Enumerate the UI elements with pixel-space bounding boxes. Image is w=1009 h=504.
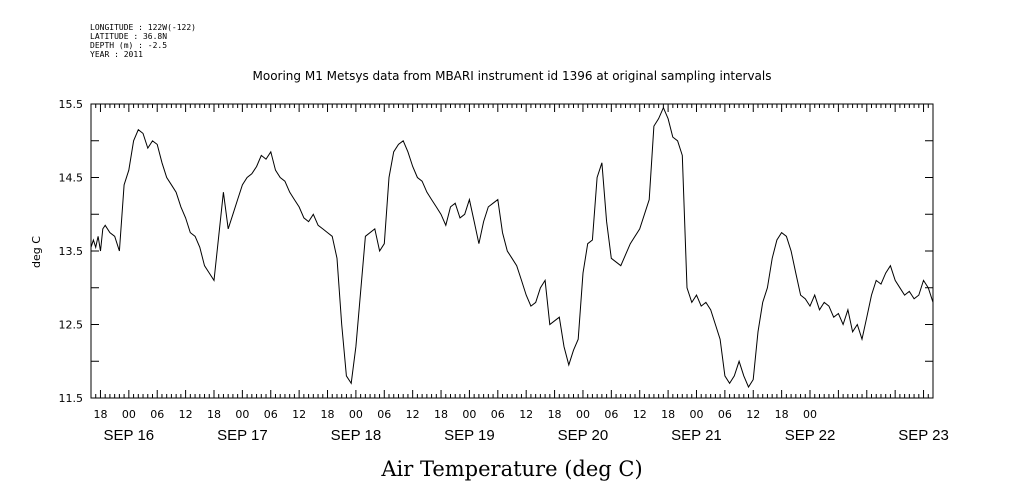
x-tick-label: 00 xyxy=(576,408,590,421)
x-tick-label: 06 xyxy=(264,408,278,421)
x-tick-label: 12 xyxy=(406,408,420,421)
x-tick-label: 12 xyxy=(179,408,193,421)
header-depth: DEPTH (m) : -2.5 xyxy=(90,41,168,50)
x-tick-label: 00 xyxy=(122,408,136,421)
chart-title: Mooring M1 Metsys data from MBARI instru… xyxy=(253,69,772,83)
x-tick-label: 12 xyxy=(519,408,533,421)
x-tick-label: 00 xyxy=(803,408,817,421)
x-tick-label: 06 xyxy=(150,408,164,421)
x-tick-label: 18 xyxy=(434,408,448,421)
x-tick-label: 12 xyxy=(746,408,760,421)
y-tick-label: 15.5 xyxy=(59,98,84,111)
x-tick-label: 06 xyxy=(718,408,732,421)
x-date-label: SEP 18 xyxy=(331,427,382,444)
x-tick-label: 00 xyxy=(462,408,476,421)
x-date-label: SEP 19 xyxy=(444,427,495,444)
header-latitude: LATITUDE : 36.8N xyxy=(90,32,168,41)
x-date-label: SEP 20 xyxy=(558,427,609,444)
header-longitude: LONGITUDE : 122W(-122) xyxy=(90,23,196,32)
x-tick-label: 18 xyxy=(548,408,562,421)
x-tick-label: 18 xyxy=(93,408,107,421)
x-date-label: SEP 17 xyxy=(217,427,268,444)
x-date-label: SEP 23 xyxy=(898,427,949,444)
x-axis-label: Air Temperature (deg C) xyxy=(380,457,642,481)
x-date-label: SEP 16 xyxy=(104,427,155,444)
x-tick-label: 18 xyxy=(321,408,335,421)
y-tick-label: 13.5 xyxy=(59,245,84,258)
y-axis-label: deg C xyxy=(30,236,43,268)
x-tick-label: 12 xyxy=(292,408,306,421)
x-date-label: SEP 21 xyxy=(671,427,722,444)
header-year: YEAR : 2011 xyxy=(90,50,143,59)
x-tick-label: 00 xyxy=(689,408,703,421)
x-tick-label: 12 xyxy=(633,408,647,421)
y-tick-label: 11.5 xyxy=(59,392,84,405)
x-tick-label: 06 xyxy=(377,408,391,421)
x-tick-label: 00 xyxy=(349,408,363,421)
y-tick-label: 12.5 xyxy=(59,319,84,332)
x-tick-label: 18 xyxy=(775,408,789,421)
y-tick-label: 14.5 xyxy=(59,172,84,185)
x-tick-label: 00 xyxy=(235,408,249,421)
x-tick-label: 18 xyxy=(661,408,675,421)
x-tick-label: 18 xyxy=(207,408,221,421)
x-tick-label: 06 xyxy=(604,408,618,421)
x-date-label: SEP 22 xyxy=(785,427,836,444)
series-line xyxy=(90,106,934,389)
x-tick-label: 06 xyxy=(491,408,505,421)
